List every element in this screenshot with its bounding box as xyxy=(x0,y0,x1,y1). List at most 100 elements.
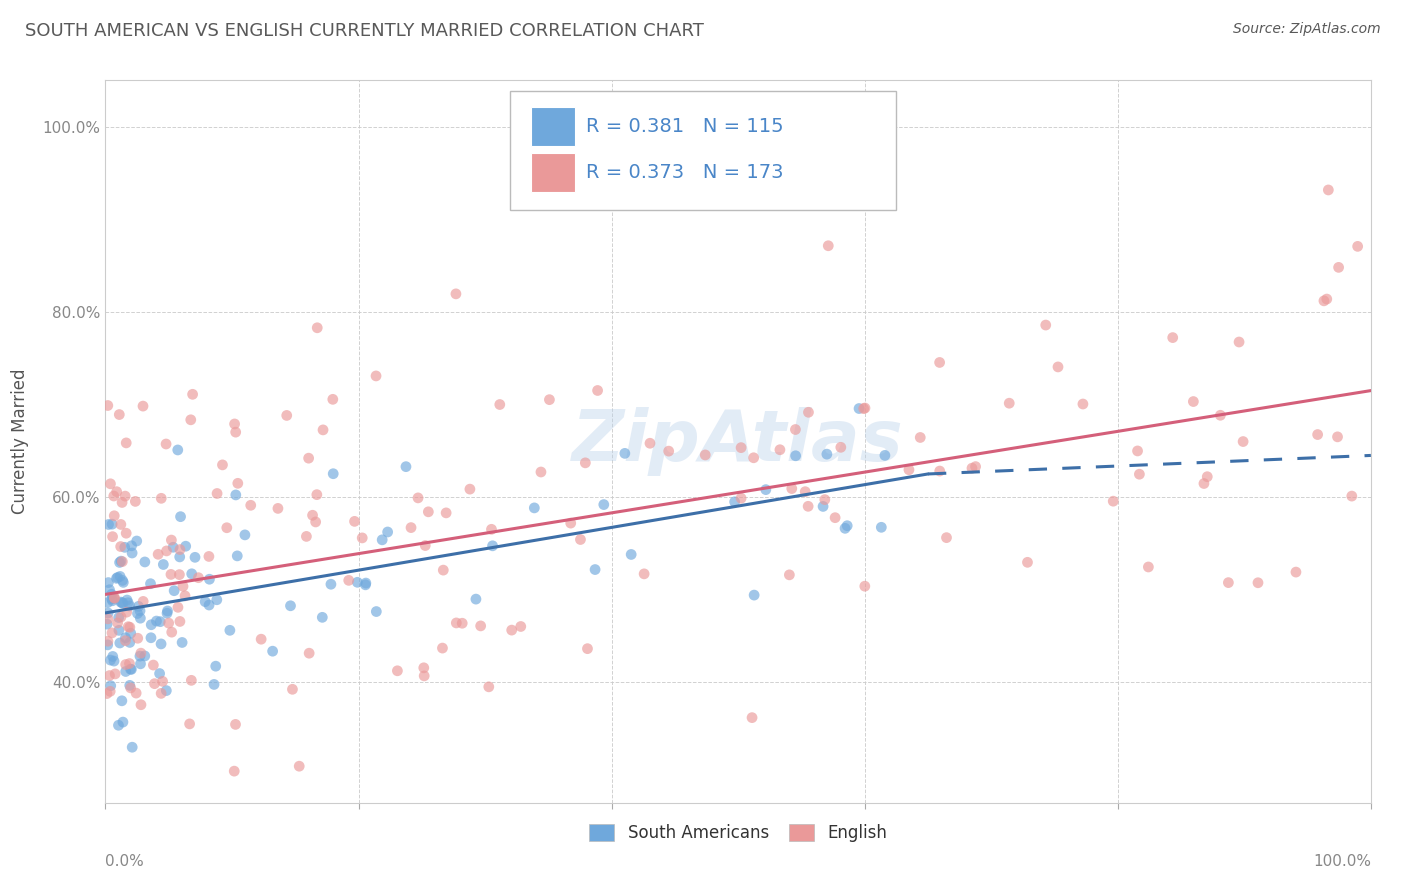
Point xyxy=(311,610,333,624)
Point xyxy=(444,286,467,301)
Point xyxy=(224,764,246,779)
Point xyxy=(134,648,156,663)
Point xyxy=(226,476,249,491)
Point xyxy=(280,599,302,613)
Point xyxy=(111,596,134,610)
Point xyxy=(111,555,134,569)
Point xyxy=(142,658,165,673)
Point xyxy=(1161,330,1184,344)
Point xyxy=(1347,239,1369,253)
Point xyxy=(965,459,987,474)
Point xyxy=(166,442,188,457)
Point xyxy=(432,641,454,656)
Point xyxy=(755,483,778,497)
Point xyxy=(574,456,596,470)
Point xyxy=(129,611,152,625)
Point xyxy=(1128,467,1150,482)
Point xyxy=(108,636,131,650)
Point xyxy=(873,449,896,463)
Legend: South Americans, English: South Americans, English xyxy=(582,817,894,848)
Point xyxy=(179,717,201,731)
Point xyxy=(152,674,174,689)
Point xyxy=(1197,469,1219,483)
Point xyxy=(276,409,298,423)
Point xyxy=(307,320,329,334)
Point xyxy=(120,662,142,676)
Point xyxy=(114,657,136,672)
Point xyxy=(741,711,763,725)
Text: R = 0.381   N = 115: R = 0.381 N = 115 xyxy=(586,117,785,136)
Text: ZipAtlas: ZipAtlas xyxy=(572,407,904,476)
Point xyxy=(108,556,131,570)
FancyBboxPatch shape xyxy=(530,153,575,192)
Point xyxy=(870,520,893,534)
Text: 100.0%: 100.0% xyxy=(1313,854,1371,869)
Point xyxy=(226,549,249,563)
Point xyxy=(233,528,256,542)
Point xyxy=(853,579,876,593)
Point xyxy=(155,683,177,698)
Point xyxy=(1313,293,1336,308)
Point xyxy=(110,595,132,609)
Point xyxy=(150,491,173,506)
Point xyxy=(928,464,950,478)
Point xyxy=(150,686,173,700)
Point xyxy=(96,687,118,701)
Point xyxy=(107,718,129,732)
Point xyxy=(458,482,481,496)
Point xyxy=(853,401,876,415)
Point xyxy=(742,588,765,602)
Point xyxy=(187,571,209,585)
Point xyxy=(115,605,138,619)
Point xyxy=(169,567,191,582)
Point xyxy=(184,550,207,565)
Point xyxy=(354,576,377,591)
Point xyxy=(180,413,202,427)
Point xyxy=(1102,494,1125,508)
Point xyxy=(465,592,488,607)
Point xyxy=(319,577,342,591)
Point xyxy=(488,397,510,411)
Point xyxy=(1209,409,1232,423)
Point xyxy=(115,436,138,450)
Point xyxy=(1017,555,1039,569)
Point xyxy=(145,614,167,628)
Point xyxy=(97,517,120,532)
Point xyxy=(96,617,118,632)
Point xyxy=(815,447,838,461)
Point xyxy=(111,495,134,509)
Point xyxy=(111,596,134,610)
Point xyxy=(139,576,162,591)
Point xyxy=(211,458,233,472)
Point xyxy=(658,444,681,458)
Point xyxy=(100,587,122,601)
Point xyxy=(114,631,136,645)
Point xyxy=(103,591,125,605)
Point xyxy=(108,569,131,583)
Point xyxy=(118,620,141,634)
Point xyxy=(169,542,191,557)
Point xyxy=(797,500,820,514)
Point xyxy=(160,567,183,582)
Point xyxy=(181,387,204,401)
Point xyxy=(224,417,246,431)
Point xyxy=(110,610,132,624)
FancyBboxPatch shape xyxy=(530,107,575,146)
Point xyxy=(897,463,920,477)
Point xyxy=(114,541,136,555)
Point xyxy=(586,384,609,398)
Point xyxy=(129,646,152,660)
Point xyxy=(97,606,120,620)
Text: Source: ZipAtlas.com: Source: ZipAtlas.com xyxy=(1233,22,1381,37)
Point xyxy=(569,533,592,547)
Point xyxy=(814,492,837,507)
Point xyxy=(1182,394,1205,409)
Point xyxy=(117,596,139,610)
Point xyxy=(395,459,418,474)
Point xyxy=(101,530,124,544)
Point xyxy=(156,606,179,620)
Point xyxy=(124,494,146,508)
Point xyxy=(110,554,132,568)
Point xyxy=(107,610,129,624)
Point xyxy=(312,423,335,437)
